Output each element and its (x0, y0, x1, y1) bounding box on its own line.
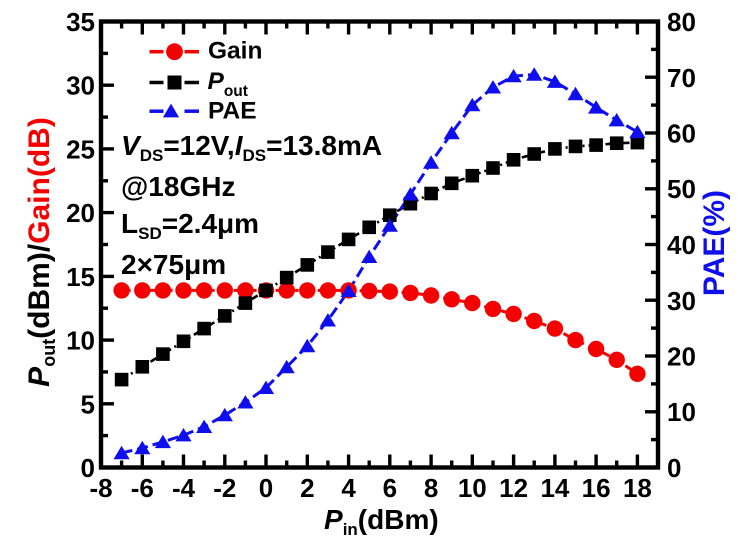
svg-text:@18GHz: @18GHz (121, 171, 235, 202)
svg-text:Gain: Gain (208, 38, 262, 65)
svg-text:14: 14 (540, 473, 569, 503)
svg-text:10: 10 (66, 326, 95, 356)
svg-text:10: 10 (667, 397, 696, 427)
svg-text:25: 25 (66, 134, 95, 164)
svg-text:30: 30 (66, 71, 95, 101)
svg-text:35: 35 (66, 7, 95, 37)
svg-text:15: 15 (66, 262, 95, 292)
svg-text:-2: -2 (213, 473, 236, 503)
svg-text:4: 4 (341, 473, 356, 503)
svg-text:-8: -8 (89, 473, 112, 503)
svg-text:40: 40 (667, 230, 696, 260)
svg-text:2×75μm: 2×75μm (121, 249, 226, 280)
svg-text:0: 0 (667, 453, 681, 483)
svg-text:Pout(dBm)/Gain(dB): Pout(dBm)/Gain(dB) (23, 117, 59, 387)
svg-text:2: 2 (300, 473, 314, 503)
svg-text:6: 6 (383, 473, 397, 503)
svg-text:30: 30 (667, 286, 696, 316)
svg-text:5: 5 (81, 389, 95, 419)
svg-text:PAE(%): PAE(%) (698, 190, 731, 296)
svg-text:-6: -6 (131, 473, 154, 503)
svg-text:Pin(dBm): Pin(dBm) (324, 504, 439, 539)
svg-text:-4: -4 (172, 473, 196, 503)
svg-text:80: 80 (667, 7, 696, 37)
svg-text:Pout: Pout (208, 68, 248, 100)
svg-text:8: 8 (424, 473, 438, 503)
svg-text:16: 16 (582, 473, 611, 503)
svg-text:70: 70 (667, 63, 696, 93)
svg-text:18: 18 (623, 473, 652, 503)
svg-text:20: 20 (667, 342, 696, 372)
svg-text:60: 60 (667, 119, 696, 149)
svg-text:50: 50 (667, 174, 696, 204)
svg-text:PAE: PAE (208, 98, 257, 125)
svg-text:12: 12 (499, 473, 528, 503)
svg-text:VDS=12V,IDS=13.8mA: VDS=12V,IDS=13.8mA (121, 130, 382, 165)
svg-text:0: 0 (81, 453, 95, 483)
svg-text:20: 20 (66, 198, 95, 228)
svg-text:0: 0 (259, 473, 273, 503)
svg-text:10: 10 (458, 473, 487, 503)
